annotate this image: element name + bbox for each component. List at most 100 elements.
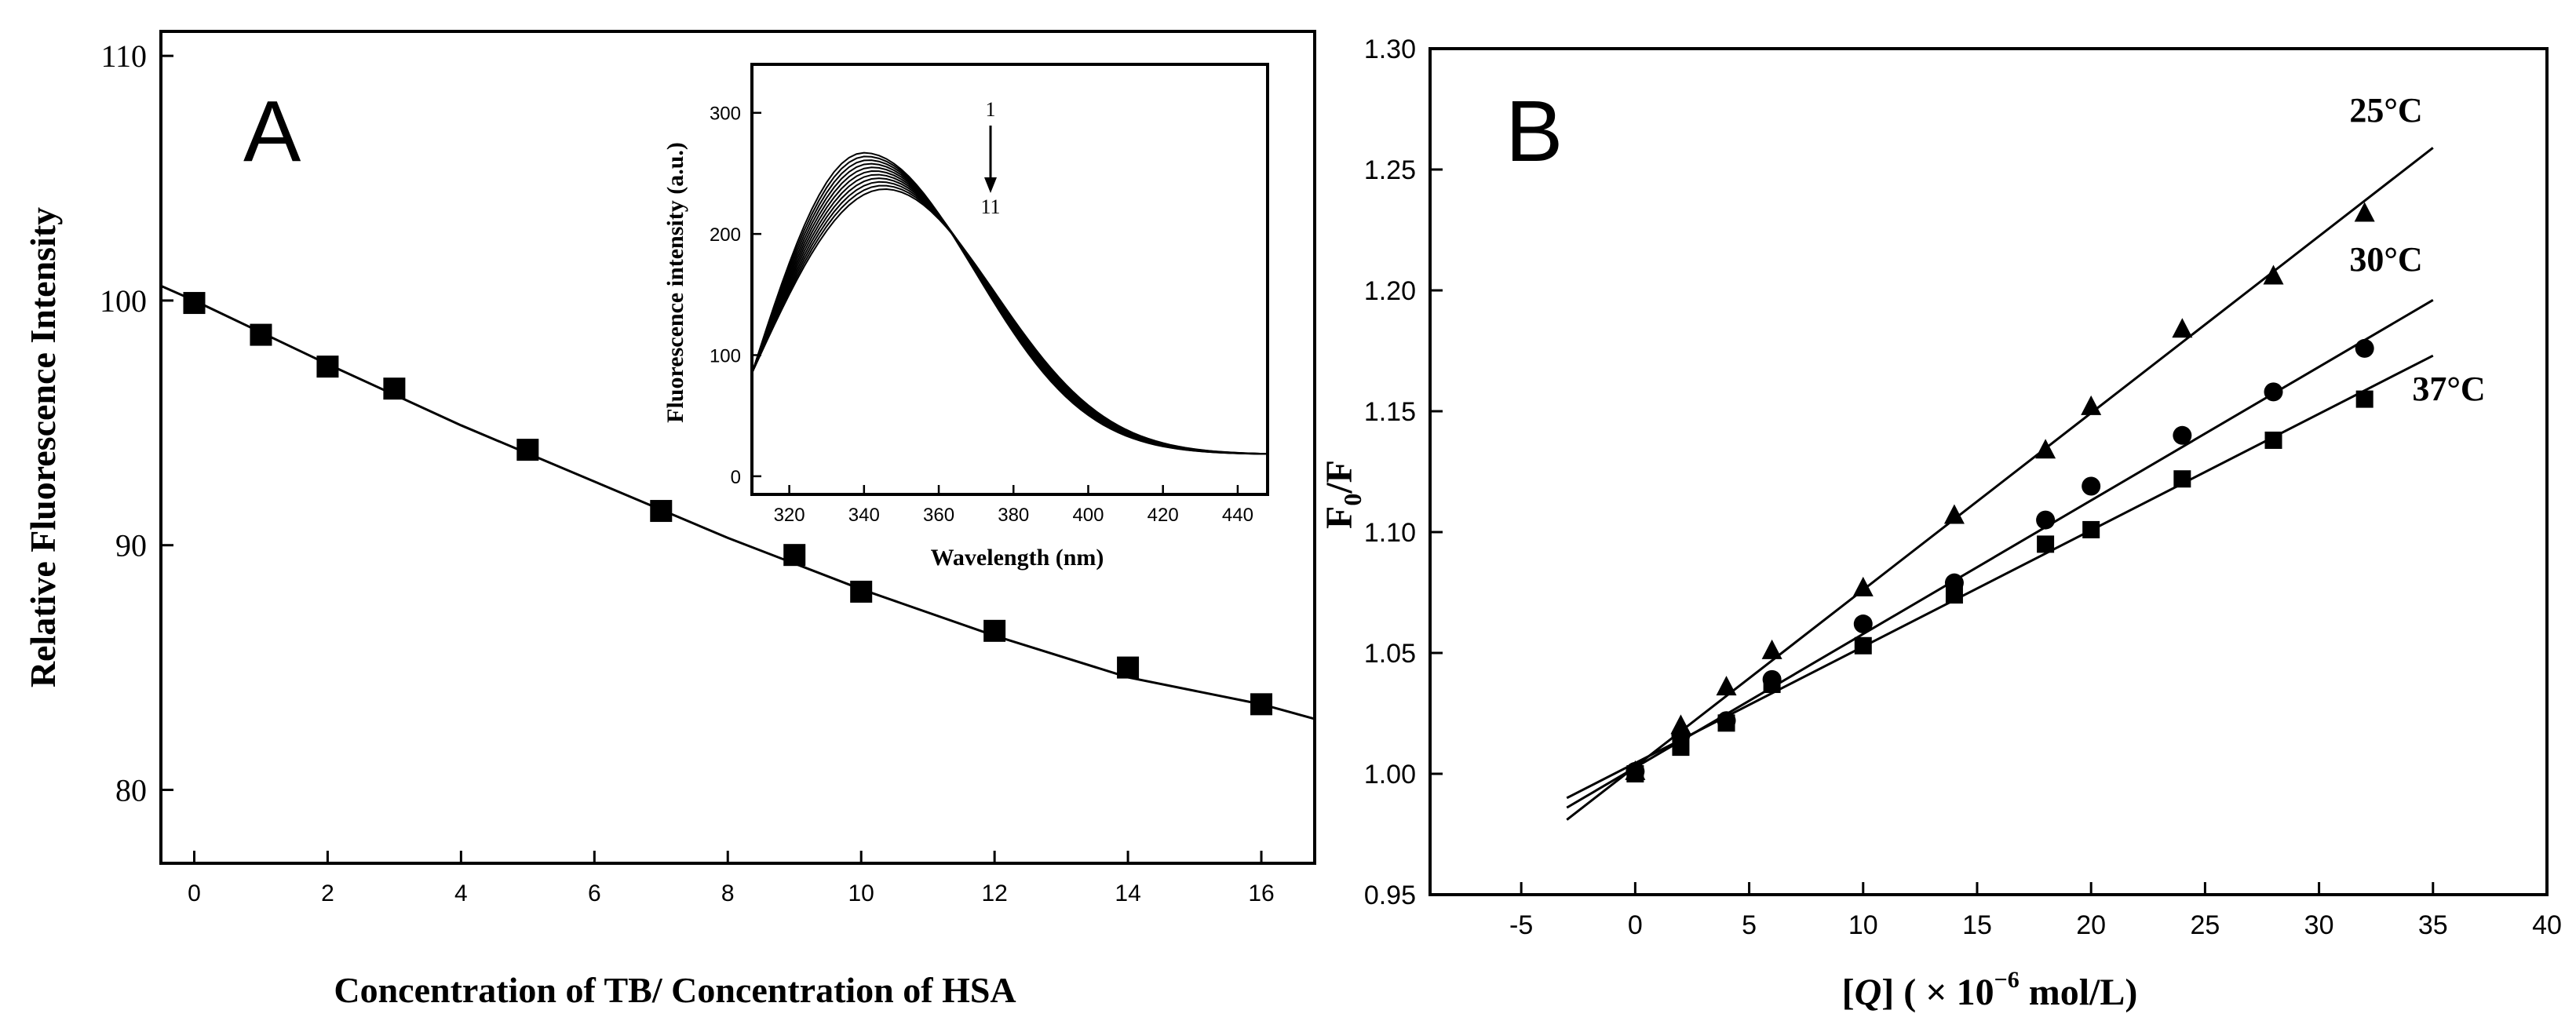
inset-x-tick-label: 440 (1222, 505, 1253, 526)
panel-a-square-marker (1117, 656, 1140, 679)
series-label-25c: 25°C (2349, 91, 2422, 129)
x-title-var: Q (1855, 972, 1882, 1013)
panel-b-x-tick-label: 30 (2304, 910, 2334, 940)
panel-b-y-axis: 0.95 1.00 1.05 1.10 1.15 1.20 1.25 1.30 (1364, 35, 1443, 910)
inset-y-tick-label: 300 (710, 104, 741, 125)
panel-a-square-marker (783, 544, 806, 567)
panel-a-square-marker (983, 619, 1006, 642)
panel-b-x-tick-label: 25 (2190, 910, 2220, 940)
panel-a-y-axis-title: Relative Fluorescence Intensity (23, 207, 63, 687)
panel-a-y-tick-label: 110 (100, 38, 147, 74)
inset-x-tick-label: 340 (848, 505, 880, 526)
panel-b-triangle-marker (1943, 504, 1965, 524)
panel-b-x-tick-label: -5 (1509, 910, 1533, 940)
panel-a-x-tick-label: 0 (188, 881, 201, 906)
panel-a-label: A (243, 83, 301, 180)
panel-b-square-marker (1763, 676, 1781, 694)
panel-b-circle-marker (2264, 382, 2283, 402)
panel-b-square-marker (1854, 636, 1872, 655)
panel-b-square-marker (1717, 714, 1735, 732)
series-label-30c: 30°C (2349, 240, 2422, 279)
panel-b-label: B (1505, 83, 1563, 180)
panel-b-x-tick-label: 10 (1848, 910, 1878, 940)
panel-a-square-marker (383, 377, 406, 400)
inset-arrow-head (984, 177, 997, 193)
panel-a-square-marker (850, 580, 873, 603)
panel-b-x-axis: -5 0 5 10 15 20 25 30 35 40 (1509, 882, 2562, 940)
y-title-end: /F (1319, 460, 1360, 494)
panel-b-triangle-marker (1852, 576, 1874, 596)
panel-b-square-marker (1672, 738, 1690, 757)
panel-a-x-tick-label: 16 (1248, 881, 1274, 906)
panel-b-triangle-marker (2263, 264, 2284, 285)
panel-b-y-tick-label: 1.30 (1364, 35, 1416, 64)
panel-a-square-marker (650, 500, 673, 523)
panel-b-y-tick-label: 1.20 (1364, 276, 1416, 306)
x-title-exponent: −6 (1994, 967, 2020, 993)
panel-a-x-tick-label: 6 (588, 881, 601, 906)
panel-a-y-tick-label: 100 (100, 283, 147, 319)
panel-a-x-tick-label: 2 (321, 881, 334, 906)
panel-b-x-tick-label: 35 (2418, 910, 2448, 940)
panel-b-square-marker (2037, 535, 2055, 553)
panel-b-fit-line-square (1566, 354, 2434, 800)
panel-b-circle-marker (2173, 425, 2192, 445)
panel-b-plot-frame (1428, 47, 2549, 896)
panel-a-x-axis: 0 2 4 6 8 10 12 14 16 (188, 851, 1275, 906)
panel-b-fit-line-triangle (1566, 147, 2434, 821)
panel-b-x-tick-label: 15 (1962, 910, 1992, 940)
inset-plot-frame (750, 63, 1269, 496)
inset-x-axis-title: Wavelength (nm) (931, 545, 1104, 571)
series-label-37c: 37°C (2412, 370, 2485, 408)
panel-a-square-marker (250, 323, 272, 346)
panel-b-square-marker (1626, 765, 1644, 782)
inset-y-tick-label: 100 (710, 345, 741, 366)
panel-b-square-marker (2264, 431, 2282, 449)
panel-b-y-tick-label: 1.15 (1364, 397, 1416, 427)
inset-y-tick-label: 0 (731, 467, 741, 488)
panel-b-y-axis-title: F0/F (1319, 460, 1366, 529)
inset-background (752, 64, 1268, 494)
panel-a-plot-frame (159, 30, 1316, 865)
inset-x-tick-label: 380 (998, 505, 1029, 526)
panel-a-square-marker (316, 356, 339, 378)
panel-b-x-tick-label: 40 (2532, 910, 2562, 940)
panel-b: 0.95 1.00 1.05 1.10 1.15 1.20 1.25 1.30 -5 0 5 10 1… (1319, 35, 2562, 1013)
panel-b-y-tick-label: 1.25 (1364, 155, 1416, 185)
x-title-end: mol/L) (2020, 972, 2138, 1013)
y-title-main: F (1319, 506, 1360, 529)
panel-a-fit-curve (160, 284, 1315, 720)
panel-b-x-axis-title: [Q] ( × 10−6 mol/L) (1842, 967, 2138, 1013)
panel-b-triangle-marker (2172, 318, 2193, 338)
panel-b-circle-marker (2082, 476, 2101, 496)
panel-b-circle-marker (2355, 338, 2374, 358)
panel-a-fit-line (160, 284, 1315, 720)
x-title-mid: ] ( × 10 (1881, 972, 1994, 1013)
panel-b-square-marker (1945, 586, 1963, 604)
panel-b-y-tick-label: 0.95 (1364, 881, 1416, 910)
inset-arrow-end-label: 11 (980, 195, 1000, 218)
panel-b-square-marker (2355, 390, 2373, 408)
panel-a-data-points (183, 292, 1273, 716)
panel-b-y-tick-label: 1.05 (1364, 639, 1416, 669)
panel-b-circle-marker (1853, 614, 1873, 634)
x-title-open: [ (1842, 972, 1855, 1013)
panel-a-x-tick-label: 8 (721, 881, 735, 906)
panel-b-triangle-marker (2354, 202, 2375, 222)
panel-b-x-tick-label: 20 (2076, 910, 2106, 940)
panel-b-data-points (1625, 202, 2375, 782)
panel-b-circle-marker (2036, 510, 2056, 530)
inset-x-tick-label: 360 (923, 505, 954, 526)
panel-a-square-marker (1250, 693, 1273, 716)
inset-x-axis: 320 340 360 380 400 420 440 (774, 485, 1253, 526)
panel-b-square-marker (2173, 470, 2191, 488)
panel-b-fit-lines (1566, 147, 2434, 821)
inset-x-tick-label: 400 (1072, 505, 1104, 526)
panel-a-inset: 0 100 200 300 320 340 360 380 400 420 440 1 11 Wa… (662, 63, 1269, 571)
panel-b-y-tick-label: 1.10 (1364, 518, 1416, 548)
panel-a-y-axis: 80 90 100 110 (100, 38, 173, 808)
panel-a-x-tick-label: 12 (981, 881, 1007, 906)
panel-b-triangle-marker (1761, 639, 1782, 659)
